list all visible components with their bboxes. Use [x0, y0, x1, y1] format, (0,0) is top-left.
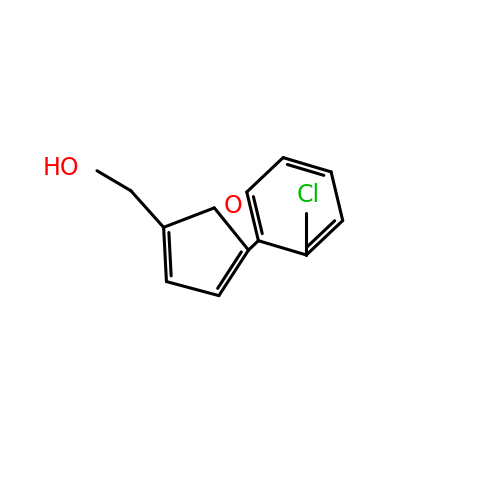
Text: HO: HO: [43, 156, 80, 180]
Text: Cl: Cl: [296, 183, 320, 207]
Text: O: O: [224, 194, 242, 218]
